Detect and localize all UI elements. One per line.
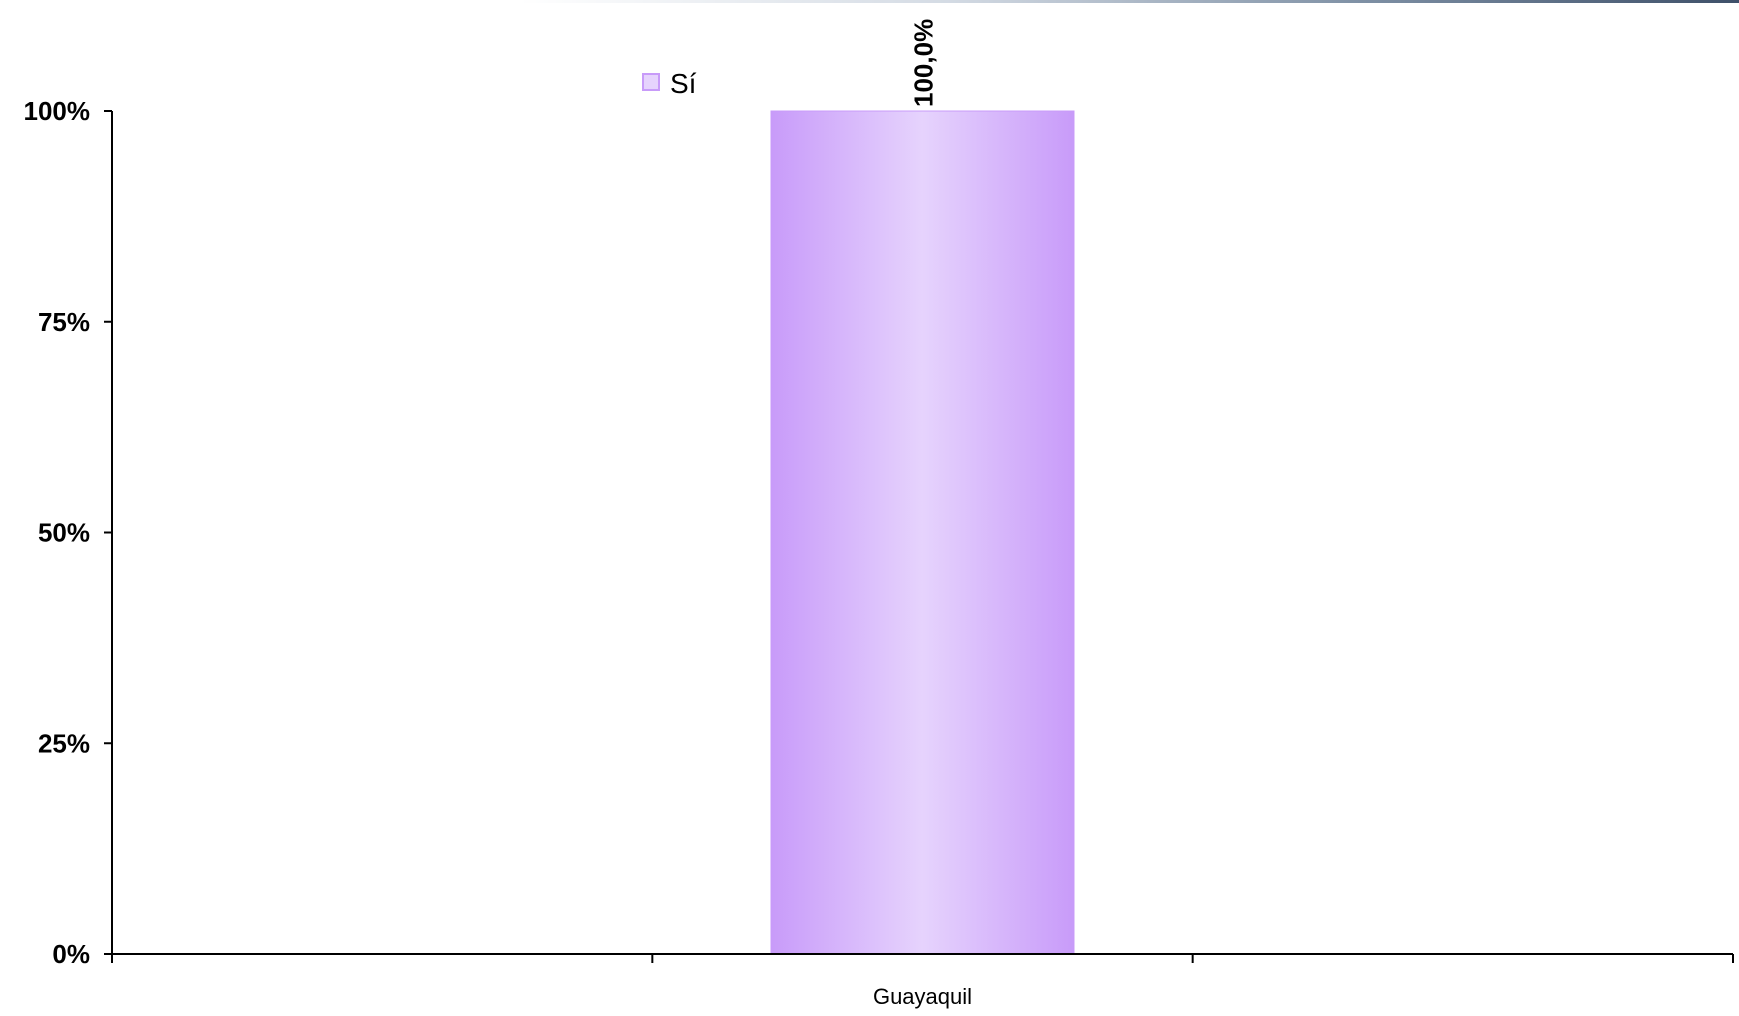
x-tick-label: Guayaquil bbox=[873, 984, 972, 1009]
y-tick-label: 75% bbox=[38, 307, 90, 337]
legend-label: Sí bbox=[670, 68, 697, 99]
bar-guayaquil bbox=[770, 110, 1075, 955]
y-tick-label: 100% bbox=[24, 96, 91, 126]
labels-layer: 100,0% Guayaquil 0% 25% 50% 75% 100% bbox=[24, 19, 973, 1009]
legend: Sí bbox=[642, 68, 697, 99]
axes-layer bbox=[104, 110, 1734, 963]
y-tick-label: 50% bbox=[38, 518, 90, 548]
y-tick-label: 25% bbox=[38, 728, 90, 758]
bars-layer bbox=[770, 110, 1075, 955]
data-label: 100,0% bbox=[909, 19, 939, 107]
top-decorative-strip bbox=[520, 0, 1739, 3]
y-tick-label: 0% bbox=[52, 939, 90, 969]
legend-swatch bbox=[642, 73, 660, 91]
